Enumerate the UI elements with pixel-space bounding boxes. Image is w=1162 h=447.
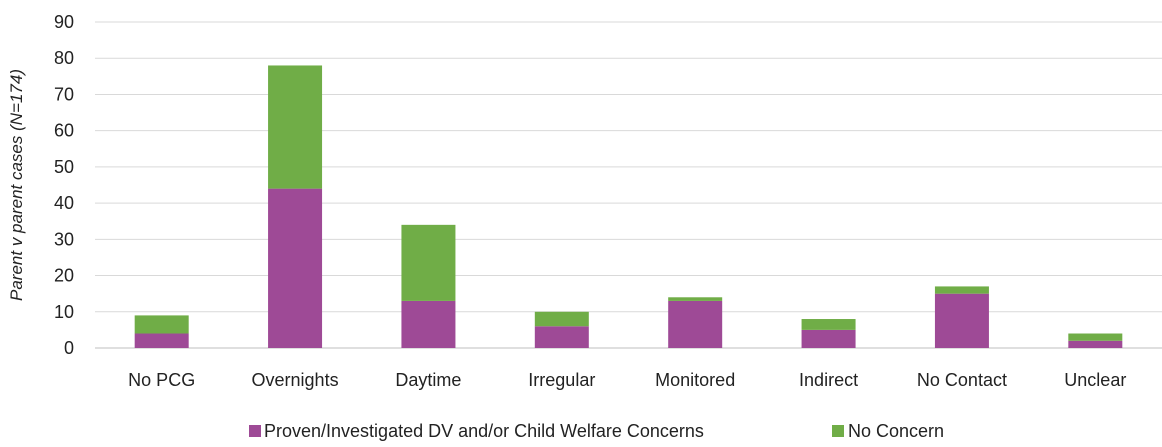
x-tick-label: Monitored xyxy=(655,370,735,390)
x-tick-label: Irregular xyxy=(528,370,595,390)
legend-label-1: Proven/Investigated DV and/or Child Welf… xyxy=(264,421,704,441)
bar-unclear-series-2 xyxy=(1068,333,1123,341)
bar-irregular-series-2 xyxy=(534,311,589,327)
bar-daytime-series-2 xyxy=(401,224,456,301)
bar-indirect-series-1 xyxy=(801,329,856,348)
y-tick-label: 10 xyxy=(54,302,74,322)
legend-swatch-2 xyxy=(832,425,844,437)
y-tick-label: 60 xyxy=(54,121,74,141)
bar-no-contact-series-1 xyxy=(934,293,989,348)
x-tick-label: Daytime xyxy=(395,370,461,390)
bar-overnights-series-1 xyxy=(268,188,323,348)
y-axis-tick-labels: 0 10 20 30 40 50 60 70 80 90 xyxy=(54,12,74,358)
bar-daytime-series-1 xyxy=(401,300,456,348)
y-tick-label: 50 xyxy=(54,157,74,177)
x-tick-label: Overnights xyxy=(252,370,339,390)
x-tick-label: No PCG xyxy=(128,370,195,390)
legend-swatch-1 xyxy=(249,425,261,437)
y-tick-label: 20 xyxy=(54,266,74,286)
y-tick-label: 40 xyxy=(54,193,74,213)
y-tick-label: 30 xyxy=(54,229,74,249)
y-tick-label: 70 xyxy=(54,84,74,104)
y-tick-label: 90 xyxy=(54,12,74,32)
bar-indirect-series-2 xyxy=(801,319,856,330)
y-tick-label: 80 xyxy=(54,48,74,68)
bar-monitored-series-2 xyxy=(668,297,723,301)
bar-overnights-series-2 xyxy=(268,65,323,189)
bar-no-pcg-series-1 xyxy=(134,333,189,348)
legend-label-2: No Concern xyxy=(848,421,944,441)
gridlines xyxy=(95,21,1162,349)
bar-unclear-series-1 xyxy=(1068,340,1123,348)
x-tick-label: Unclear xyxy=(1064,370,1126,390)
legend: Proven/Investigated DV and/or Child Welf… xyxy=(249,421,944,441)
bar-monitored-series-1 xyxy=(668,300,723,348)
x-axis-tick-labels: No PCG Overnights Daytime Irregular Monitore… xyxy=(128,370,1126,390)
bar-irregular-series-1 xyxy=(534,326,589,348)
x-tick-label: Indirect xyxy=(799,370,858,390)
y-tick-label: 0 xyxy=(64,338,74,358)
bar-no-contact-series-2 xyxy=(934,286,989,294)
bar-no-pcg-series-2 xyxy=(134,315,189,334)
bars xyxy=(134,65,1123,348)
y-axis-title: Parent v parent cases (N=174) xyxy=(7,69,26,301)
x-tick-label: No Contact xyxy=(917,370,1007,390)
